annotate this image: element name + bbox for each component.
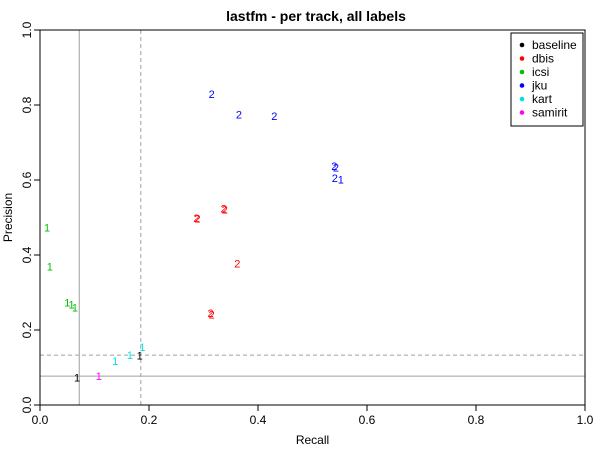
x-tick-label: 0.6 [359,413,376,427]
y-tick-label: 0.6 [20,171,34,188]
legend-label-icsi: icsi [532,65,549,79]
x-tick-label: 0.2 [141,413,158,427]
point-dbis: 2 [209,309,215,321]
y-tick-label: 0.8 [20,96,34,113]
legend-label-samirit: samirit [532,106,568,120]
x-tick-label: 0.0 [32,413,49,427]
legend-label-dbis: dbis [532,52,554,66]
point-samirit: 1 [96,371,102,383]
legend-marker-icsi [519,69,525,75]
chart-title: lastfm - per track, all labels [226,8,406,24]
x-tick-label: 1.0 [577,413,594,427]
point-kart: 1 [127,350,133,362]
point-dbis: 2 [194,214,200,226]
point-icsi: 1 [47,261,53,273]
y-axis: 0.0 0.2 0.4 0.6 0.8 1.0 [20,21,40,413]
x-axis-label: Recall [296,433,329,447]
point-jku: 2 [271,111,277,123]
point-jku: 2 [331,161,337,173]
x-tick-label: 0.8 [468,413,485,427]
x-tick-label: 0.4 [250,413,267,427]
point-icsi: 1 [69,300,75,312]
y-tick-label: 0.0 [20,396,34,413]
plot-frame [39,29,586,406]
point-icsi: 1 [44,223,50,235]
point-jku: 2 [332,173,338,185]
x-axis: 0.0 0.2 0.4 0.6 0.8 1.0 [32,404,594,427]
y-tick-label: 0.2 [20,321,34,338]
legend-marker-jku [519,83,525,88]
y-tick-label: 0.4 [20,246,34,263]
point-kart: 1 [139,342,145,354]
point-jku: 2 [209,89,215,101]
point-baseline: 1 [74,372,80,384]
point-icsi: 1 [72,303,78,315]
point-dbis: 2 [234,258,240,270]
legend-label-jku: jku [531,79,547,93]
legend-label-kart: kart [532,92,553,106]
point-baseline: 1 [137,351,143,363]
point-icsi: 1 [64,297,70,309]
reference-lines [40,30,585,405]
point-dbis: 2 [193,213,199,225]
legend-marker-baseline [519,42,525,48]
legend-marker-samirit [519,110,525,115]
point-jku: 2 [333,163,339,175]
point-jku: 1 [338,175,344,187]
point-dbis: 2 [208,308,214,320]
point-kart: 1 [112,356,118,368]
y-axis-label: Precision [1,193,15,242]
y-tick-label: 1.0 [20,21,34,38]
legend-marker-dbis [519,56,525,61]
legend-label-baseline: baseline [532,38,577,52]
legend-marker-kart [519,96,525,102]
point-jku: 2 [236,109,242,121]
point-dbis: 2 [221,204,227,216]
point-dbis: 2 [222,205,228,217]
